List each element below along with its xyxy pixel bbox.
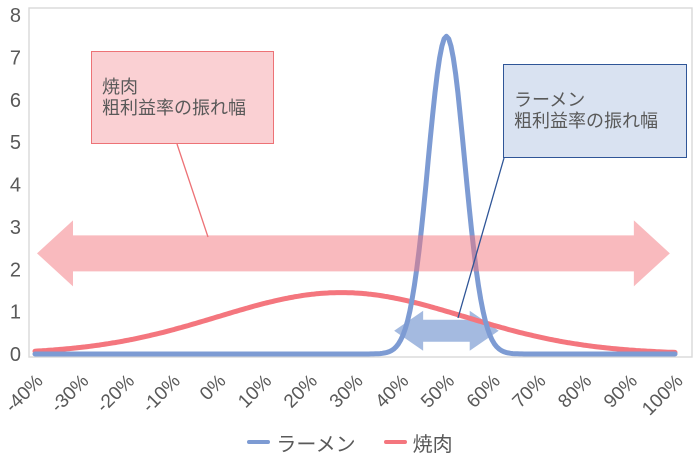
y-axis-label: 8 bbox=[10, 5, 21, 27]
y-axis-label: 5 bbox=[10, 132, 21, 154]
x-axis-label: 30% bbox=[326, 371, 368, 413]
x-axis-label: -30% bbox=[47, 371, 93, 417]
x-axis-label: 70% bbox=[509, 371, 551, 413]
x-axis-label: -40% bbox=[1, 371, 47, 417]
yakiniku-curve bbox=[32, 290, 678, 355]
y-axis-label: 3 bbox=[10, 217, 21, 239]
ramen-curve bbox=[32, 33, 678, 357]
x-axis-label: 60% bbox=[463, 371, 505, 413]
x-axis-label: 0% bbox=[196, 371, 230, 405]
ramen-line-swatch bbox=[247, 439, 271, 445]
y-axis-label: 7 bbox=[10, 47, 21, 69]
legend-label-yakiniku: 焼肉 bbox=[412, 433, 453, 456]
y-axis-label: 6 bbox=[10, 90, 21, 112]
y-axis-label: 4 bbox=[10, 175, 21, 197]
x-axis-label: -20% bbox=[93, 371, 139, 417]
legend-item-yakiniku: 焼肉 bbox=[383, 428, 453, 457]
y-axis-label: 2 bbox=[10, 259, 21, 281]
yakiniku-line-swatch bbox=[383, 439, 407, 445]
plot-border bbox=[28, 7, 693, 358]
legend-item-ramen: ラーメン bbox=[247, 428, 356, 457]
x-axis-label: 10% bbox=[234, 371, 276, 413]
x-axis-label: 90% bbox=[600, 371, 642, 413]
x-axis-label: 50% bbox=[417, 371, 459, 413]
y-axis-label: 1 bbox=[10, 302, 21, 324]
y-axis-label: 0 bbox=[10, 344, 21, 366]
yakiniku-range-callout: 焼肉 粗利益率の振れ幅 bbox=[91, 51, 274, 144]
yakiniku-callout-leader bbox=[176, 143, 209, 238]
x-axis-label: 40% bbox=[372, 371, 414, 413]
x-axis-label: -10% bbox=[138, 371, 184, 417]
x-axis-label: 100% bbox=[638, 371, 687, 420]
ramen-range-callout: ラーメン 粗利益率の振れ幅 bbox=[503, 64, 687, 158]
x-axis-label: 20% bbox=[280, 371, 322, 413]
pink-range-arrow bbox=[37, 220, 670, 287]
legend-label-ramen: ラーメン bbox=[276, 433, 356, 456]
ramen-callout-leader bbox=[457, 157, 505, 319]
legend: ラーメン 焼肉 bbox=[0, 426, 700, 458]
x-axis-label: 80% bbox=[554, 371, 596, 413]
